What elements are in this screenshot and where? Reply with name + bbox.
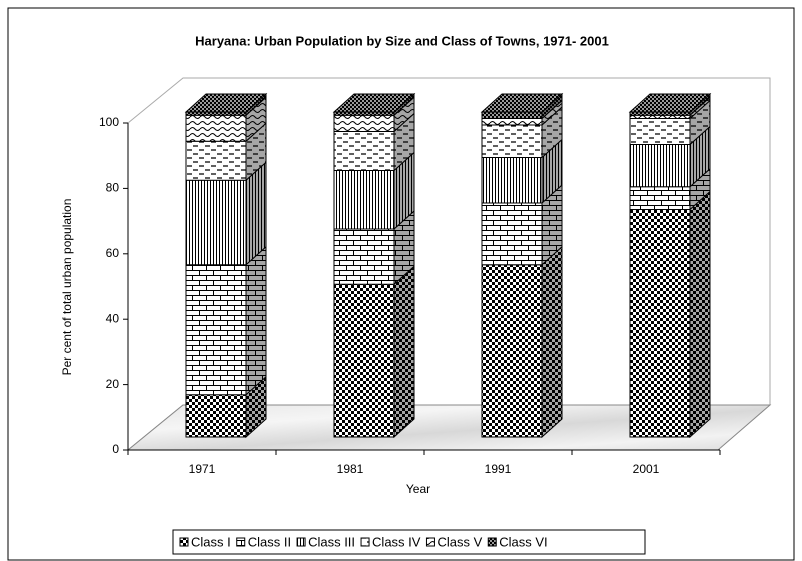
bar-side-shade xyxy=(542,185,562,265)
bar-segment xyxy=(185,140,247,181)
bar-side-shade xyxy=(246,162,266,265)
bar-side-shade xyxy=(542,94,562,119)
bar-side-shade xyxy=(542,100,562,125)
bar-segment xyxy=(333,170,395,230)
bar-segment xyxy=(481,118,543,126)
bar-segment xyxy=(629,186,691,210)
bar-side-shade xyxy=(690,100,710,145)
bar-side-shade xyxy=(394,266,414,437)
bar-segment xyxy=(185,179,247,266)
bar-side-shade xyxy=(394,211,414,285)
legend-swatch xyxy=(360,537,370,547)
bar-segment xyxy=(481,157,543,204)
legend-label: Class II xyxy=(248,534,291,549)
bar-side-shade xyxy=(246,376,266,437)
bar-side-shade xyxy=(690,191,710,437)
bar-segment xyxy=(333,228,395,285)
y-tick-label: 100 xyxy=(99,115,119,129)
bar-top xyxy=(628,93,712,113)
x-tick-label: 2001 xyxy=(633,462,660,476)
y-tick-label: 60 xyxy=(106,246,120,260)
legend-swatch xyxy=(179,537,189,547)
x-axis-label: Year xyxy=(406,482,430,496)
bar-side-shade xyxy=(246,246,266,395)
bar-segment xyxy=(481,111,543,119)
bar-side-shade xyxy=(690,126,710,187)
legend-label: Class V xyxy=(437,534,482,549)
bar-side-shade xyxy=(690,168,710,210)
bar-segment xyxy=(629,118,691,145)
bar-side-shade xyxy=(542,139,562,203)
y-axis-label: Per cent of total urban population xyxy=(60,199,74,376)
bar-side-shade xyxy=(394,94,414,116)
y-tick-label: 20 xyxy=(106,377,120,391)
bar-side-shade xyxy=(394,113,414,171)
bar-top xyxy=(332,93,416,113)
bar-side-shade xyxy=(246,97,266,142)
legend-swatch xyxy=(487,537,497,547)
y-tick-label: 0 xyxy=(112,442,119,456)
bar-segment xyxy=(185,114,247,142)
legend-label: Class IV xyxy=(372,534,421,549)
x-tick-label: 1981 xyxy=(337,462,364,476)
bar-side-shade xyxy=(690,94,710,116)
bar-segment xyxy=(185,264,247,396)
chart-title: Haryana: Urban Population by Size and Cl… xyxy=(195,33,609,48)
bar-side-shade xyxy=(690,97,710,119)
bar-segment xyxy=(333,131,395,171)
bar-side-shade xyxy=(246,123,266,181)
bar-side-shade xyxy=(394,152,414,229)
bar-segment xyxy=(185,394,247,438)
bar-top xyxy=(184,93,268,113)
bar-segment xyxy=(629,144,691,188)
bar-segment xyxy=(333,283,395,438)
y-tick-label: 40 xyxy=(106,311,120,325)
bar-segment xyxy=(481,264,543,438)
legend-swatch xyxy=(296,537,306,547)
bar-side-shade xyxy=(246,94,266,116)
legend-swatch xyxy=(236,537,246,547)
bar-side-shade xyxy=(542,107,562,158)
legend-swatch xyxy=(425,537,435,547)
legend-box xyxy=(172,529,646,555)
bar-top xyxy=(480,93,564,113)
bar-segment xyxy=(481,202,543,266)
x-tick-label: 1991 xyxy=(485,462,512,476)
legend-label: Class VI xyxy=(499,534,547,549)
bar-segment xyxy=(629,209,691,438)
legend-label: Class III xyxy=(308,534,355,549)
x-tick-label: 1971 xyxy=(189,462,216,476)
bar-segment xyxy=(333,114,395,132)
legend-label: Class I xyxy=(191,534,231,549)
y-tick-label: 80 xyxy=(106,181,120,195)
bar-segment xyxy=(481,124,543,158)
bar-side-shade xyxy=(542,246,562,437)
bar-side-shade xyxy=(394,97,414,132)
